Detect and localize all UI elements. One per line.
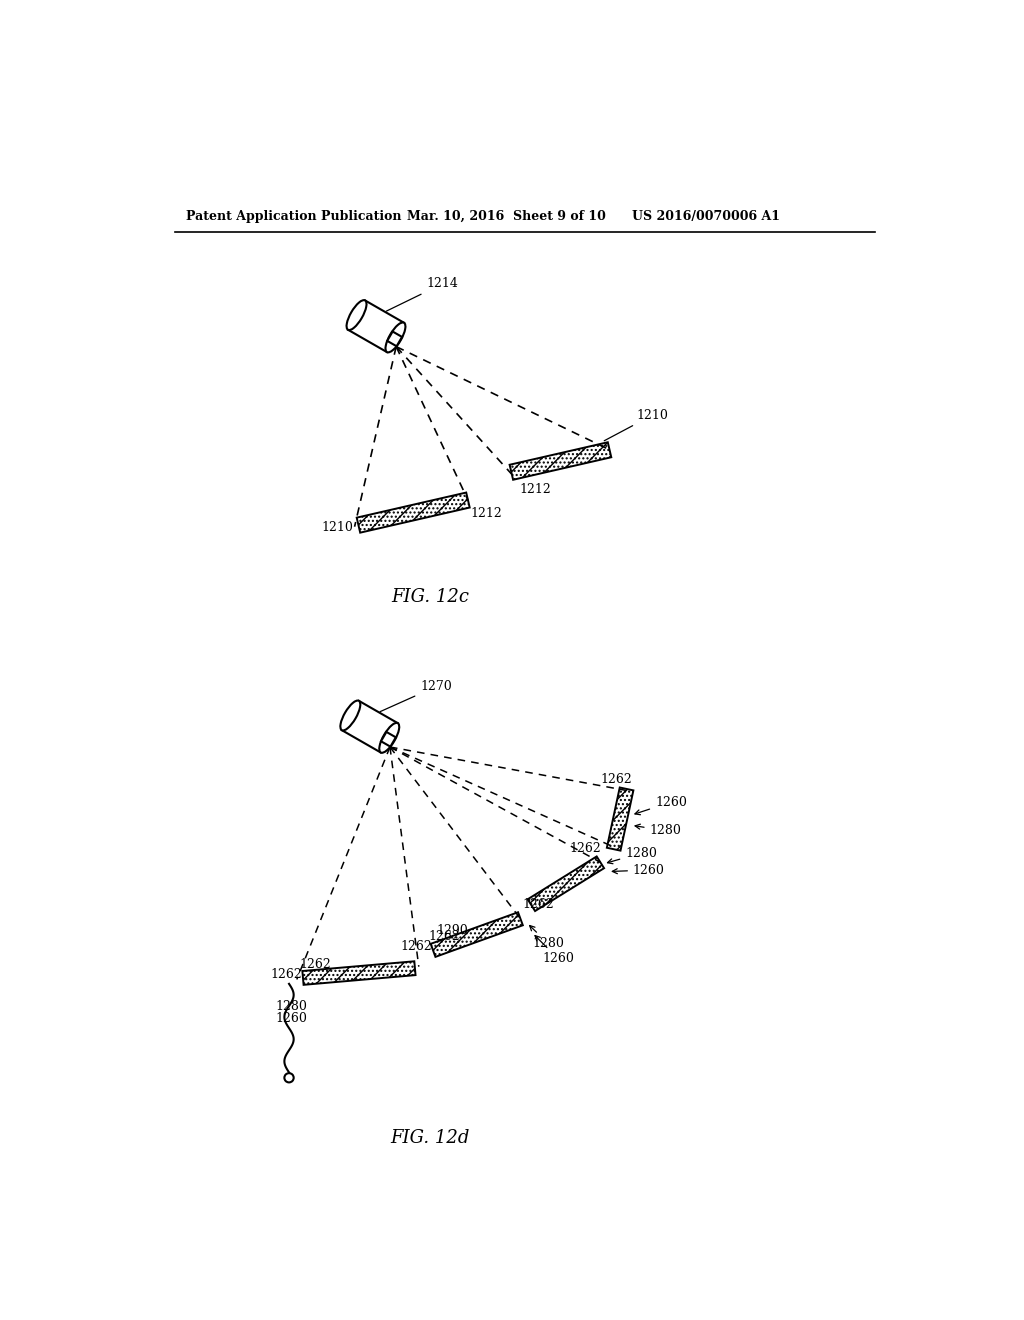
- Text: Patent Application Publication: Patent Application Publication: [186, 210, 401, 223]
- Ellipse shape: [346, 300, 367, 330]
- Text: 1210: 1210: [604, 409, 669, 441]
- Polygon shape: [510, 442, 611, 479]
- Polygon shape: [342, 701, 397, 752]
- Text: 1212: 1212: [470, 507, 502, 520]
- Polygon shape: [302, 961, 416, 985]
- Circle shape: [285, 1073, 294, 1082]
- Text: 1210: 1210: [322, 521, 353, 535]
- Polygon shape: [381, 731, 396, 747]
- Text: 1260: 1260: [635, 796, 687, 814]
- Text: FIG. 12c: FIG. 12c: [391, 589, 469, 606]
- Text: Mar. 10, 2016  Sheet 9 of 10: Mar. 10, 2016 Sheet 9 of 10: [407, 210, 606, 223]
- Text: 1212: 1212: [519, 483, 551, 496]
- Text: 1280: 1280: [607, 846, 657, 863]
- Text: 1214: 1214: [386, 277, 459, 312]
- Polygon shape: [387, 331, 402, 346]
- Text: 1280: 1280: [529, 925, 564, 950]
- Text: 1262: 1262: [270, 968, 302, 981]
- Text: 1262: 1262: [569, 842, 601, 855]
- Text: 1262: 1262: [428, 931, 460, 942]
- Text: 1290: 1290: [436, 924, 468, 937]
- Ellipse shape: [340, 701, 360, 730]
- Text: 1262: 1262: [523, 899, 555, 911]
- Polygon shape: [431, 912, 523, 957]
- Ellipse shape: [379, 723, 399, 752]
- Text: 1262: 1262: [299, 957, 331, 970]
- Polygon shape: [356, 492, 470, 533]
- Polygon shape: [527, 857, 604, 911]
- Polygon shape: [607, 788, 634, 850]
- Text: 1262: 1262: [600, 774, 632, 787]
- Polygon shape: [348, 301, 404, 352]
- Text: 1260: 1260: [275, 1012, 307, 1026]
- Text: 1260: 1260: [612, 863, 665, 876]
- Ellipse shape: [385, 322, 406, 352]
- Text: 1280: 1280: [635, 824, 681, 837]
- Text: 1262: 1262: [400, 940, 432, 953]
- Text: 1280: 1280: [275, 1001, 307, 1014]
- Text: US 2016/0070006 A1: US 2016/0070006 A1: [632, 210, 779, 223]
- Text: 1260: 1260: [535, 936, 574, 965]
- Text: FIG. 12d: FIG. 12d: [390, 1129, 470, 1147]
- Text: 1270: 1270: [380, 680, 452, 711]
